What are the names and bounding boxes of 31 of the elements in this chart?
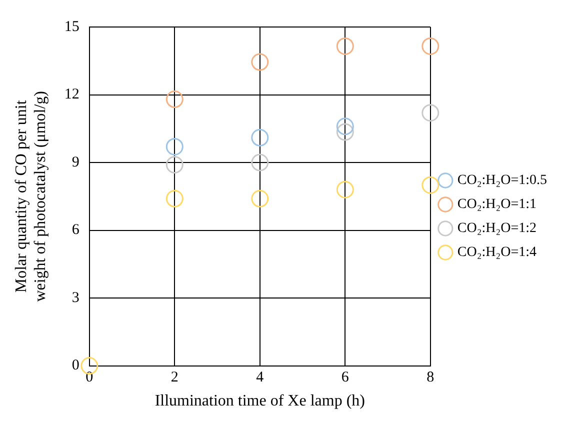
point [166, 190, 184, 208]
y-tick-label: 9 [72, 154, 80, 170]
y-tick-label: 3 [72, 290, 80, 306]
y-tick-label: 15 [64, 18, 80, 35]
x-tick-label: 6 [341, 370, 350, 386]
y-tick-label: 0 [72, 358, 80, 374]
point [166, 138, 184, 156]
y-tick-label: 6 [72, 222, 80, 238]
legend-label: CO₂:H₂O=1:1 [457, 197, 537, 212]
point [251, 128, 269, 146]
point [166, 156, 184, 174]
point [422, 104, 440, 122]
y-tick-label: 12 [64, 86, 80, 103]
point [336, 37, 354, 55]
x-tick-label: 8 [426, 370, 434, 386]
point [336, 123, 354, 141]
point [251, 53, 269, 71]
point [166, 90, 184, 108]
point [422, 37, 440, 55]
point [422, 176, 440, 194]
legend-label: CO₂:H₂O=1:2 [457, 221, 537, 236]
legend-label: CO₂:H₂O=1:4 [457, 245, 537, 260]
point [336, 180, 354, 198]
x-tick-label: 2 [170, 370, 178, 386]
x-axis-title: Illumination time of Xe lamp (h) [154, 392, 365, 410]
point [251, 190, 269, 208]
legend-label: CO₂:H₂O=1:0.5 [457, 173, 548, 188]
y-axis-title: Molar quantity of CO per unit weight of photocatalyst (μmol/g) [12, 91, 50, 302]
point [251, 154, 269, 172]
point [336, 118, 354, 136]
x-tick-label: 4 [256, 370, 264, 386]
